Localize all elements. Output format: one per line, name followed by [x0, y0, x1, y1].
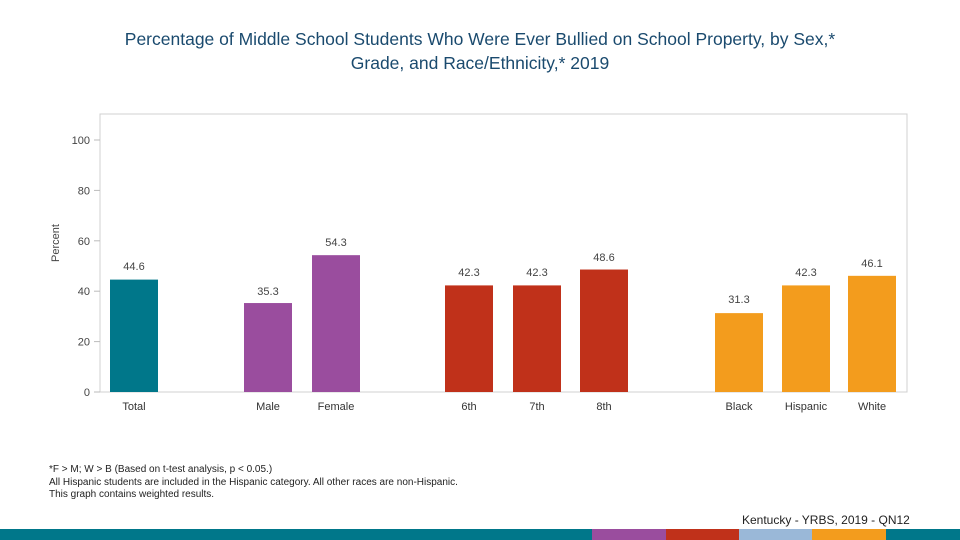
- bar-female: [312, 255, 360, 392]
- bottom-bar-segment: [666, 529, 739, 540]
- data-label: 42.3: [526, 267, 547, 279]
- y-tick-label: 80: [78, 185, 90, 197]
- x-tick-label: Hispanic: [785, 401, 828, 413]
- y-axis-label: Percent: [50, 224, 62, 262]
- source-label: Kentucky - YRBS, 2019 - QN12: [742, 513, 910, 527]
- x-tick-label: 6th: [461, 401, 476, 413]
- y-tick-label: 100: [72, 135, 90, 147]
- bar-7th: [513, 285, 561, 392]
- data-label: 54.3: [325, 237, 346, 249]
- bar-white: [848, 275, 896, 392]
- data-label: 42.3: [795, 267, 816, 279]
- x-tick-label: 8th: [596, 401, 611, 413]
- chart-title-line-1: Percentage of Middle School Students Who…: [124, 29, 836, 49]
- bottom-bar-segment: [592, 529, 666, 540]
- footnote-weighted: This graph contains weighted results.: [49, 489, 215, 500]
- y-tick-label: 40: [78, 286, 90, 298]
- x-tick-label: Black: [726, 401, 753, 413]
- bottom-bar-segment: [812, 529, 886, 540]
- data-label: 46.1: [861, 258, 882, 270]
- footnote-significance: *F > M; W > B (Based on t-test analysis,…: [49, 464, 273, 475]
- chart-title: Percentage of Middle School Students Who…: [30, 27, 930, 75]
- x-tick-label: Total: [122, 401, 145, 413]
- y-tick-label: 20: [78, 337, 90, 349]
- bar-black: [715, 313, 763, 392]
- footnote-hispanic: All Hispanic students are included in th…: [49, 476, 458, 488]
- bottom-bar-segment: [886, 529, 960, 540]
- bar-hispanic: [782, 285, 830, 392]
- x-tick-label: Male: [256, 401, 280, 413]
- bottom-color-bar: [0, 529, 960, 540]
- bar-total: [110, 279, 158, 392]
- bar-8th: [580, 269, 628, 392]
- bar-male: [244, 303, 292, 392]
- data-label: 42.3: [458, 267, 479, 279]
- y-tick-label: 0: [84, 387, 90, 399]
- bar-6th: [445, 285, 493, 392]
- y-tick-label: 60: [78, 236, 90, 248]
- chart-title-line-2: Grade, and Race/Ethnicity,* 2019: [350, 53, 610, 73]
- bottom-bar-segment: [739, 529, 812, 540]
- data-label: 44.6: [123, 261, 144, 273]
- data-label: 48.6: [593, 252, 614, 264]
- footnotes: *F > M; W > B (Based on t-test analysis,…: [49, 464, 458, 502]
- x-tick-label: 7th: [529, 401, 544, 413]
- data-label: 31.3: [728, 294, 749, 306]
- x-tick-label: Female: [318, 401, 355, 413]
- data-label: 35.3: [257, 286, 278, 298]
- plot-area-frame: [99, 113, 908, 393]
- bottom-bar-segment: [0, 529, 592, 540]
- x-tick-label: White: [858, 401, 886, 413]
